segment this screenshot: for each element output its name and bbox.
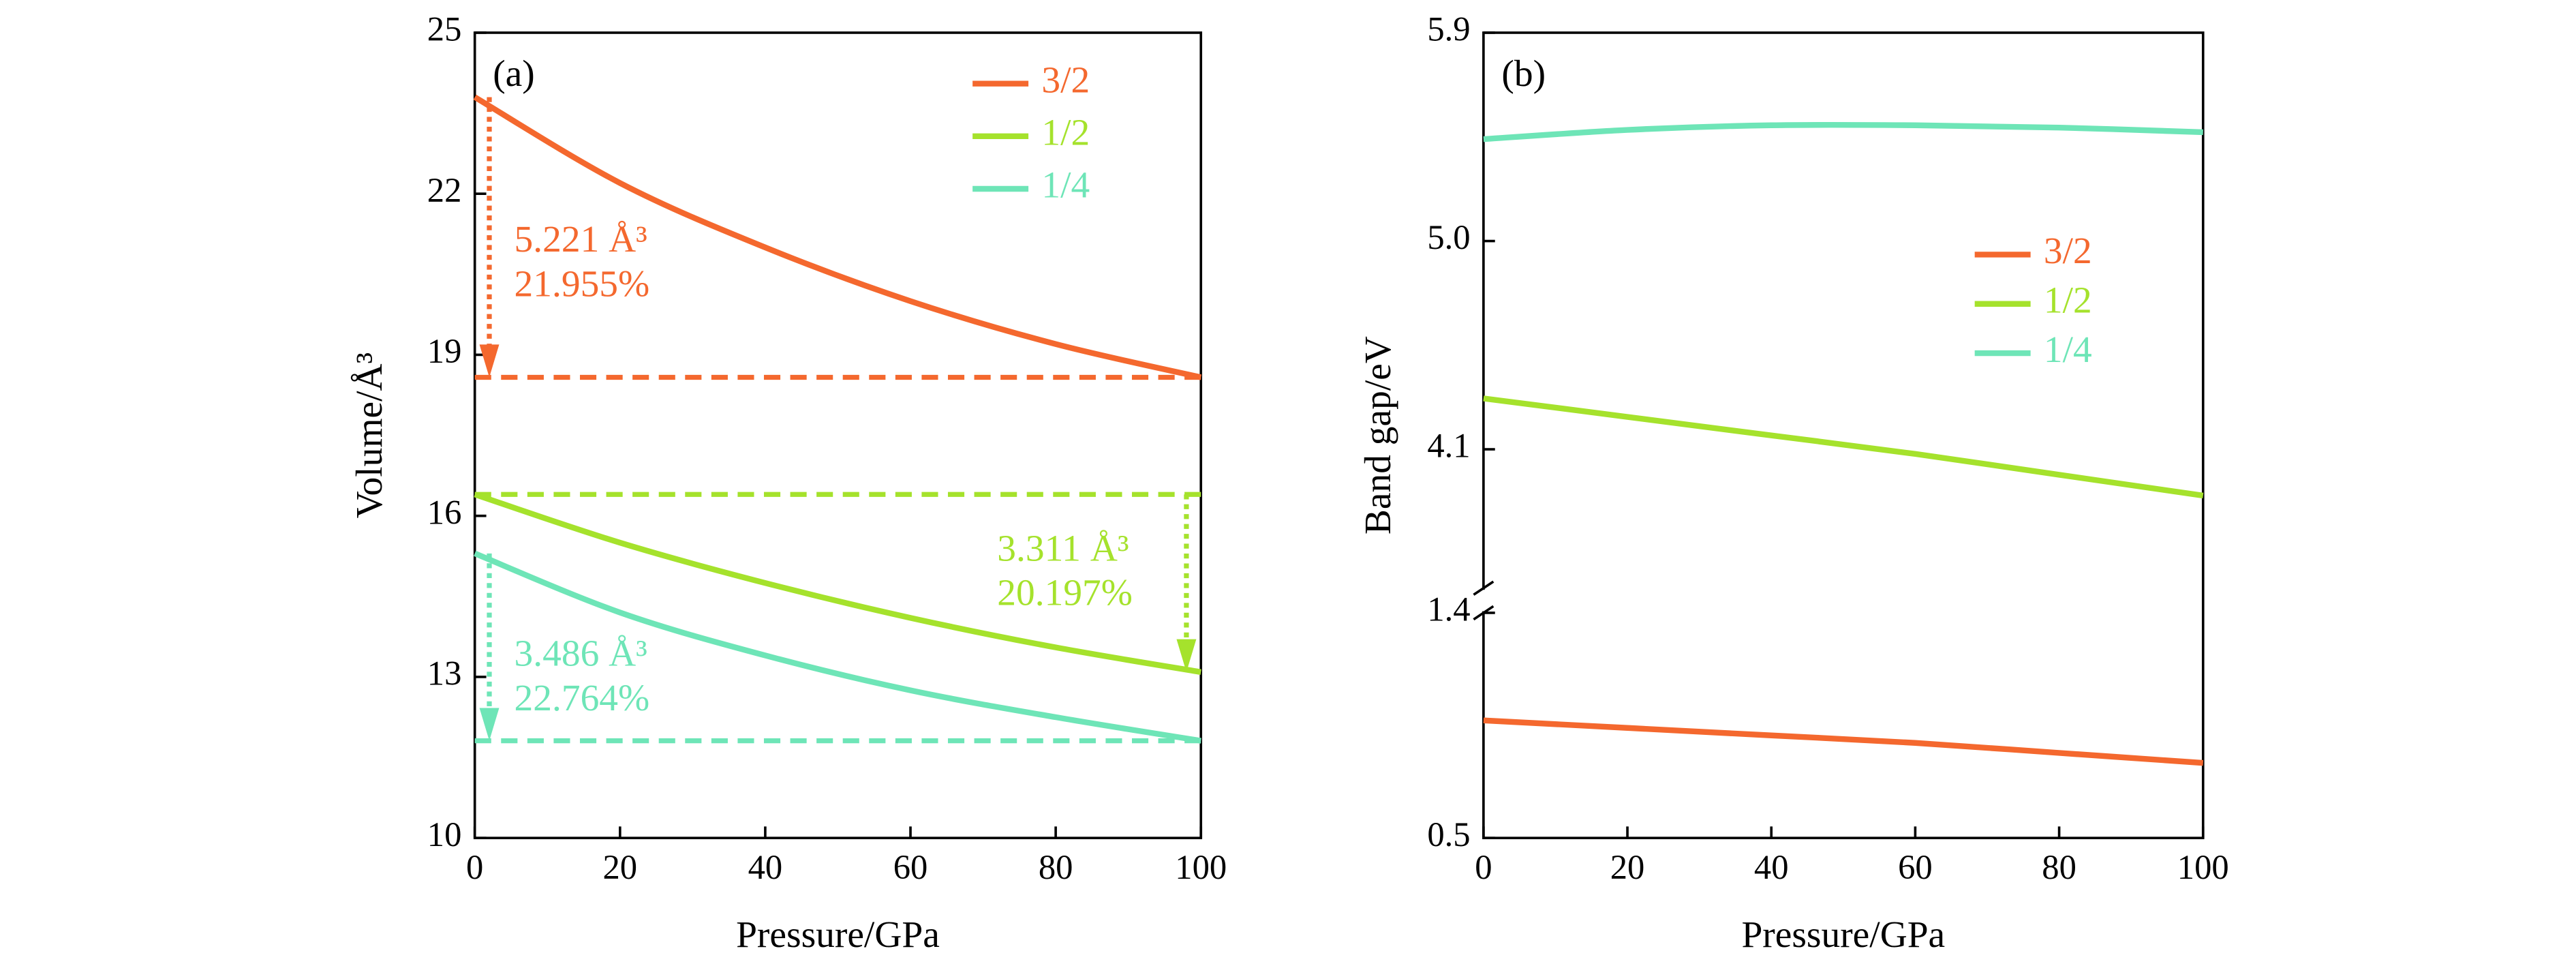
plot-frame	[1482, 31, 2205, 840]
x-tick-label: 40	[1754, 848, 1789, 886]
x-tick-label: 20	[602, 848, 637, 886]
arrow-head	[479, 708, 500, 741]
plot-frame	[473, 31, 1203, 840]
y-tick-label: 13	[427, 654, 462, 693]
y-axis-label: Volume/Å³	[348, 352, 390, 519]
arrow-head	[1176, 639, 1197, 672]
annotation: 3.311 Å³	[997, 527, 1129, 569]
x-axis-label: Pressure/GPa	[736, 914, 940, 955]
y-tick-label: 16	[427, 493, 462, 531]
series-line	[474, 550, 1201, 744]
x-tick-label: 100	[2177, 848, 2229, 886]
x-tick-label: 0	[466, 848, 483, 886]
y-axis-label: Band gap/eV	[1357, 336, 1398, 534]
legend-label: 1/2	[1041, 112, 1090, 153]
legend-label: 3/2	[2044, 230, 2092, 271]
series-line	[1483, 395, 2204, 499]
x-tick-label: 80	[2042, 848, 2076, 886]
series-line	[1483, 717, 2204, 766]
panel-label: (a)	[493, 52, 535, 94]
legend-label: 1/4	[2044, 329, 2092, 370]
axis-break-gap	[1478, 590, 1489, 612]
axis-break-mark	[1473, 580, 1494, 596]
x-tick-label: 60	[1898, 848, 1933, 886]
y-tick-label: 25	[427, 10, 462, 48]
axis-break-mark	[1473, 605, 1494, 621]
legend-label: 3/2	[1041, 59, 1090, 100]
y-tick-label: 0.5	[1427, 815, 1470, 854]
y-tick-label: 19	[427, 332, 462, 370]
arrow-head	[479, 344, 500, 378]
y-tick-label: 1.4	[1427, 590, 1470, 629]
legend-label: 1/2	[2044, 279, 2092, 320]
x-tick-label: 80	[1039, 848, 1073, 886]
legend-label: 1/4	[1041, 164, 1090, 206]
y-tick-label: 10	[427, 815, 462, 854]
series-line	[474, 492, 1201, 676]
x-tick-label: 40	[748, 848, 783, 886]
series-line	[473, 94, 1202, 380]
x-tick-label: 60	[893, 848, 928, 886]
x-tick-label: 20	[1610, 848, 1645, 886]
annotation: 20.197%	[997, 572, 1133, 614]
series-line	[1483, 121, 2203, 142]
annotation: 21.955%	[515, 262, 650, 304]
panel-label: (b)	[1501, 52, 1546, 94]
x-axis-label: Pressure/GPa	[1741, 914, 1945, 955]
y-tick-label: 5.9	[1427, 10, 1470, 48]
y-tick-label: 4.1	[1427, 427, 1470, 465]
annotation: 22.764%	[515, 677, 650, 719]
x-tick-label: 100	[1175, 848, 1227, 886]
annotation: 3.486 Å³	[515, 633, 647, 674]
x-tick-label: 0	[1475, 848, 1492, 886]
y-tick-label: 5.0	[1427, 218, 1470, 256]
annotation: 5.221 Å³	[515, 218, 647, 260]
y-tick-label: 22	[427, 171, 462, 209]
